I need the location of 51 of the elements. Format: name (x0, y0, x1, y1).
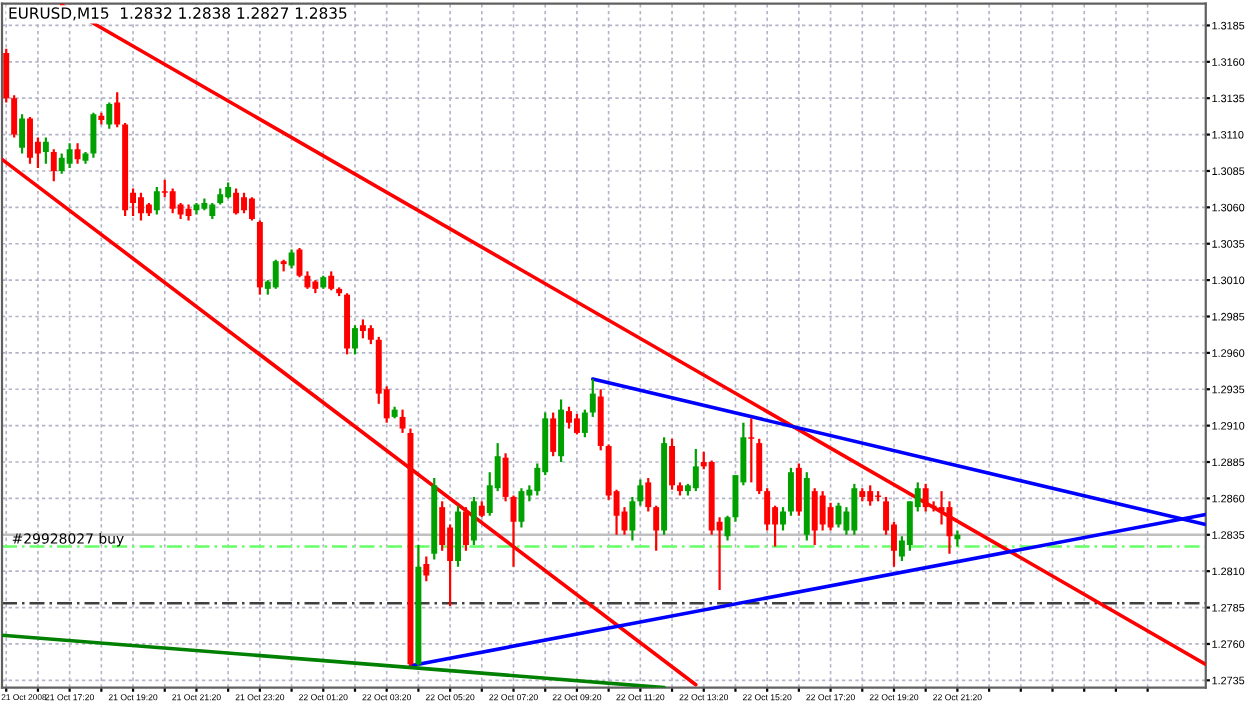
candlestick (423, 555, 430, 583)
candlestick (399, 408, 406, 435)
candlestick (272, 258, 279, 290)
candlestick (248, 196, 255, 222)
candlestick (558, 398, 565, 464)
candlestick (653, 504, 660, 552)
candlestick (827, 501, 834, 532)
candlestick (58, 152, 65, 175)
candlestick (19, 113, 26, 155)
candlestick (153, 185, 160, 216)
candlestick (106, 101, 113, 130)
candlestick (851, 482, 858, 536)
candlestick (811, 487, 818, 547)
candlestick (66, 142, 73, 170)
candlestick (50, 148, 57, 183)
candlestick (470, 495, 477, 547)
candlestick (566, 405, 572, 430)
candlestick (819, 490, 826, 532)
candlestick (645, 476, 652, 513)
candlestick (359, 318, 366, 340)
candlestick (589, 377, 596, 419)
candlestick (169, 187, 176, 215)
candlestick (138, 191, 144, 222)
candlestick (42, 136, 49, 165)
candlestick (867, 484, 874, 507)
candlestick (328, 270, 335, 292)
candlestick (550, 411, 557, 458)
candlestick (787, 466, 794, 517)
candlestick (764, 487, 771, 532)
candlestick (954, 529, 961, 548)
candlestick (11, 94, 18, 139)
candlestick (922, 482, 929, 513)
candlestick (114, 91, 121, 129)
candlestick (90, 111, 97, 159)
candlestick (795, 462, 802, 517)
candlestick (692, 447, 699, 493)
candlestick (27, 116, 33, 165)
candlestick (233, 187, 240, 216)
candlestick (74, 142, 81, 165)
candlestick (352, 324, 358, 356)
candlestick (780, 506, 786, 532)
candlestick (3, 47, 10, 104)
candlestick (573, 412, 580, 436)
candlestick (462, 506, 469, 552)
candlestick (288, 248, 295, 270)
candlestick (241, 191, 247, 215)
candlestick (748, 417, 755, 484)
candlestick (581, 408, 588, 439)
candlestick (367, 324, 374, 346)
candlestick (518, 487, 525, 529)
candlestick (669, 437, 676, 491)
